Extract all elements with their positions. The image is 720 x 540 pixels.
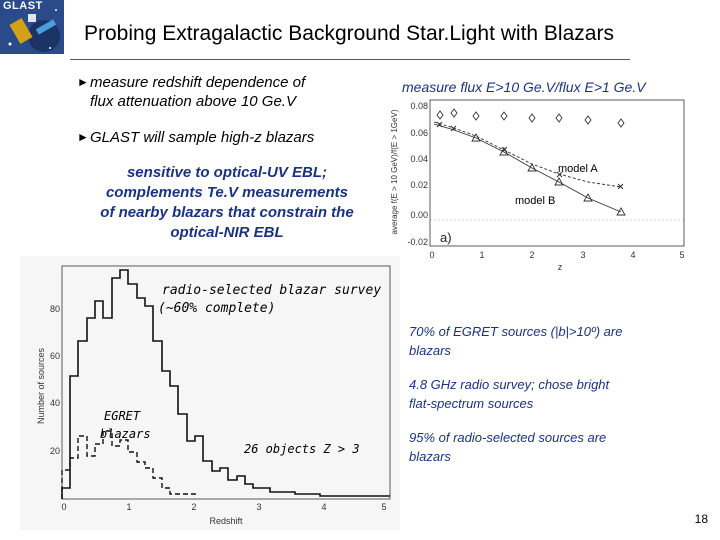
note-line: 4.8 GHz radio survey; chose bright bbox=[409, 377, 610, 392]
model-b-label: model B bbox=[515, 195, 555, 207]
egret-label: EGRET bbox=[104, 409, 141, 423]
model-a-label: model A bbox=[558, 163, 598, 175]
survey-completeness: (~60% complete) bbox=[158, 301, 275, 316]
flux-ytick: 0.02 bbox=[410, 180, 428, 190]
bullet-line: GLAST will sample high-z blazars bbox=[90, 129, 315, 146]
flux-xtick: 0 bbox=[429, 250, 434, 260]
flux-ytick: 0.00 bbox=[410, 210, 428, 220]
flux-x-axis-label: z bbox=[558, 262, 563, 270]
hist-y-axis-label: Number of sources bbox=[36, 347, 46, 424]
note-radio-survey: 4.8 GHz radio survey; chose bright flat-… bbox=[409, 375, 679, 413]
note-line: 70% of EGRET sources (|b|>10º) are bbox=[409, 324, 623, 339]
data-point-triangle bbox=[554, 177, 564, 186]
flux-ytick: 0.08 bbox=[410, 101, 428, 111]
data-point-triangle bbox=[583, 193, 593, 202]
model-b-curve bbox=[433, 123, 622, 213]
flux-figure-caption: measure flux E>10 Ge.V/flux E>1 Ge.V bbox=[402, 79, 646, 95]
survey-label: radio-selected blazar survey bbox=[162, 283, 381, 298]
model-a-curve bbox=[433, 121, 622, 188]
ebl-note: sensitive to optical-UV EBL; complements… bbox=[72, 163, 382, 243]
note-egret-fraction: 70% of EGRET sources (|b|>10º) are blaza… bbox=[409, 322, 679, 360]
page-number: 18 bbox=[694, 512, 708, 526]
flux-ytick: 0.04 bbox=[410, 154, 428, 164]
ebl-line: sensitive to optical-UV EBL; bbox=[126, 164, 328, 181]
hist-xtick: 3 bbox=[256, 502, 261, 512]
flux-ytick: -0.02 bbox=[407, 237, 428, 247]
hist-ytick: 20 bbox=[50, 446, 60, 456]
hist-ytick: 80 bbox=[50, 304, 60, 314]
note-radio-fraction: 95% of radio-selected sources are blazar… bbox=[409, 428, 679, 466]
note-line: blazars bbox=[409, 343, 451, 358]
logo-text: GLAST bbox=[3, 0, 43, 12]
hist-x-axis-label: Redshift bbox=[209, 516, 243, 526]
flux-y-axis-label: average f(E > 10 GeV)/f(E > 1GeV) bbox=[390, 109, 399, 234]
flux-xtick: 5 bbox=[679, 250, 684, 260]
note-line: flat-spectrum sources bbox=[409, 396, 534, 411]
glast-logo bbox=[0, 0, 64, 54]
flux-panel-label: a) bbox=[440, 230, 452, 245]
data-point-diamond bbox=[472, 111, 480, 121]
hist-xtick: 4 bbox=[321, 502, 326, 512]
data-point-cross bbox=[556, 171, 563, 178]
note-line: 95% of radio-selected sources are bbox=[409, 430, 607, 445]
data-point-diamond bbox=[436, 110, 444, 120]
ebl-line: optical-NIR EBL bbox=[170, 224, 284, 241]
title-divider bbox=[70, 59, 630, 60]
hist-ytick: 60 bbox=[50, 351, 60, 361]
data-point-triangle bbox=[616, 207, 626, 216]
data-point-diamond bbox=[500, 111, 508, 121]
flux-xtick: 2 bbox=[529, 250, 534, 260]
bullet-arrow-icon: ► bbox=[77, 130, 89, 144]
data-point-cross bbox=[617, 183, 624, 190]
data-point-diamond bbox=[450, 108, 458, 118]
data-point-triangle bbox=[499, 147, 509, 156]
slide-title: Probing Extragalactic Background Star.Li… bbox=[84, 22, 614, 45]
bullet-line: measure redshift dependence of bbox=[90, 74, 306, 91]
bullet-arrow-icon: ► bbox=[77, 75, 89, 89]
hist-xtick: 1 bbox=[126, 502, 131, 512]
radio-survey-histogram bbox=[61, 269, 390, 499]
hist-xtick: 0 bbox=[61, 502, 66, 512]
redshift-histogram: Number of sources 80 60 40 20 0 1 2 3 4 … bbox=[20, 256, 400, 530]
high-z-objects-note: 26 objects Z > 3 bbox=[244, 442, 360, 456]
data-point-triangle bbox=[527, 163, 537, 172]
flux-ratio-figure: average f(E > 10 GeV)/f(E > 1GeV) 0.08 0… bbox=[384, 94, 690, 270]
data-point-triangle bbox=[471, 133, 481, 142]
note-line: blazars bbox=[409, 449, 451, 464]
flux-xtick: 4 bbox=[630, 250, 635, 260]
hist-ytick: 40 bbox=[50, 398, 60, 408]
data-point-diamond bbox=[528, 113, 536, 123]
data-point-diamond bbox=[584, 115, 592, 125]
flux-ytick: 0.06 bbox=[410, 128, 428, 138]
flux-xtick: 1 bbox=[479, 250, 484, 260]
bullet-redshift: ► measure redshift dependence of flux at… bbox=[77, 73, 306, 111]
egret-label: blazars bbox=[100, 427, 151, 441]
data-point-diamond bbox=[617, 118, 625, 128]
bullet-glast: ► GLAST will sample high-z blazars bbox=[77, 128, 315, 147]
hist-xtick: 2 bbox=[191, 502, 196, 512]
flux-xtick: 3 bbox=[580, 250, 585, 260]
egret-histogram bbox=[61, 430, 196, 499]
data-point-diamond bbox=[555, 113, 563, 123]
ebl-line: of nearby blazars that constrain the bbox=[100, 204, 354, 221]
hist-xtick: 5 bbox=[381, 502, 386, 512]
bullet-line: flux attenuation above 10 Ge.V bbox=[90, 93, 296, 110]
ebl-line: complements Te.V measurements bbox=[105, 184, 349, 201]
